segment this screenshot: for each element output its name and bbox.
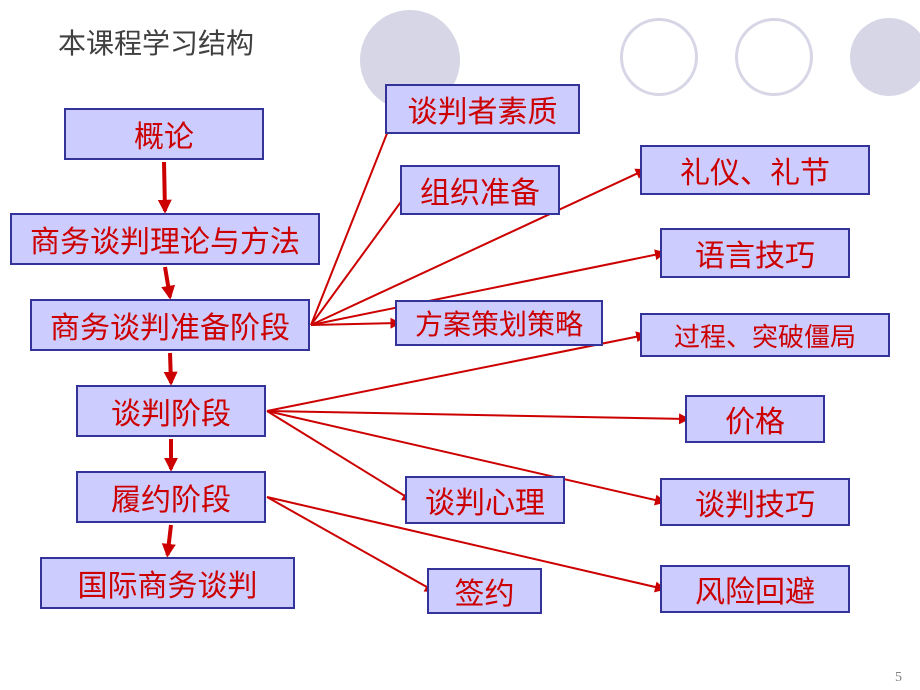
node-r5: 谈判技巧 [660,478,850,526]
node-label: 履约阶段 [111,475,231,519]
node-c6: 国际商务谈判 [40,557,295,609]
node-label: 国际商务谈判 [78,561,258,605]
node-c5: 履约阶段 [76,471,266,523]
node-label: 签约 [455,569,515,613]
node-r1: 礼仪、礼节 [640,145,870,195]
node-r4: 价格 [685,395,825,443]
node-label: 谈判者素质 [408,87,558,131]
decorative-circle [620,18,698,96]
node-label: 谈判心理 [425,478,545,522]
node-label: 概论 [134,112,194,156]
node-label: 谈判技巧 [695,480,815,524]
node-label: 风险回避 [695,567,815,611]
node-r2: 语言技巧 [660,228,850,278]
node-r3: 过程、突破僵局 [640,313,890,357]
page-number: 5 [895,670,902,686]
page-title: 本课程学习结构 [58,22,254,62]
node-label: 礼仪、礼节 [680,148,830,192]
node-label: 方案策划策略 [415,303,583,343]
node-c4: 谈判阶段 [76,385,266,437]
node-m3: 方案策划策略 [395,300,603,346]
node-label: 组织准备 [420,168,540,212]
node-label: 语言技巧 [695,231,815,275]
node-label: 商务谈判准备阶段 [50,303,290,347]
node-m2: 组织准备 [400,165,560,215]
decorative-circle [850,18,920,96]
node-label: 过程、突破僵局 [674,317,856,354]
node-label: 价格 [725,397,785,441]
node-m5: 签约 [427,568,542,614]
node-r6: 风险回避 [660,565,850,613]
node-label: 谈判阶段 [111,389,231,433]
node-c1: 概论 [64,108,264,160]
node-c2: 商务谈判理论与方法 [10,213,320,265]
node-m4: 谈判心理 [405,476,565,524]
node-c3: 商务谈判准备阶段 [30,299,310,351]
node-label: 商务谈判理论与方法 [30,217,300,261]
decorative-circle [735,18,813,96]
node-m1: 谈判者素质 [385,84,580,134]
